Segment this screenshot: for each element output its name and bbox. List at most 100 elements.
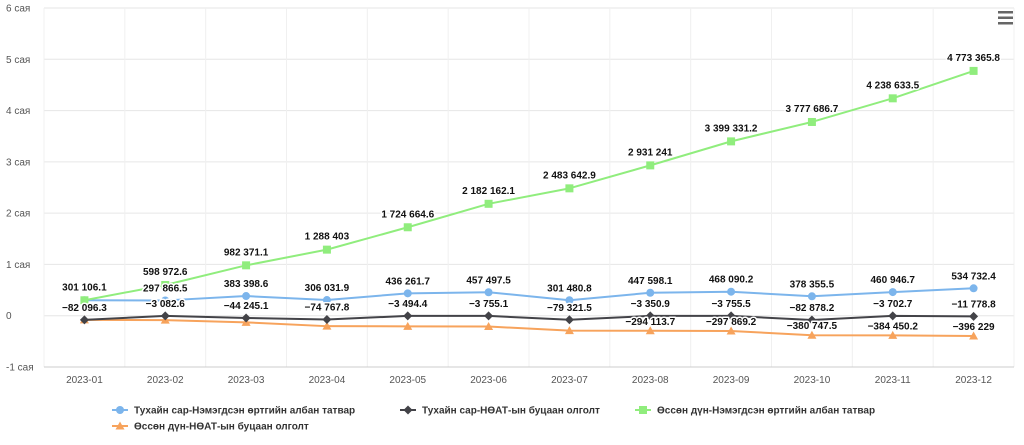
data-label: 297 866.5 — [143, 283, 188, 294]
x-tick-label: 2023-12 — [955, 375, 992, 386]
x-tick-label: 2023-10 — [794, 375, 831, 386]
data-point — [322, 296, 331, 305]
data-point — [726, 326, 736, 335]
data-point — [403, 311, 413, 321]
data-label: 383 398.6 — [224, 279, 269, 290]
data-point — [646, 288, 655, 297]
data-label: 436 261.7 — [386, 276, 431, 287]
data-point — [484, 199, 493, 208]
data-point — [403, 289, 412, 298]
x-tick-label: 2023-07 — [551, 375, 588, 386]
data-point — [969, 66, 978, 75]
legend-label: Тухайн сар-Нэмэгдсэн өртгийн албан татва… — [134, 405, 355, 417]
x-axis: 2023-01 2023-02 2023-03 2023-04 2023-05 2023-… — [44, 366, 1014, 386]
data-label: −3 082.6 — [146, 299, 186, 310]
data-label: 598 972.6 — [143, 267, 188, 278]
data-point — [888, 330, 898, 339]
data-label: −74 767.8 — [305, 303, 350, 314]
data-point — [726, 311, 736, 321]
data-label: 301 480.8 — [547, 283, 592, 294]
y-axis: -1 сая 0 1 сая 2 сая 3 сая 4 сая 5 сая 6 сая — [6, 4, 34, 374]
data-point — [403, 223, 412, 232]
data-label: 982 371.1 — [224, 247, 269, 258]
data-label: 4 773 365.8 — [947, 53, 1000, 64]
data-point — [565, 296, 574, 305]
data-point — [80, 296, 89, 305]
data-label: −3 494.4 — [388, 299, 428, 310]
data-point — [888, 311, 898, 321]
x-tick-label: 2023-03 — [228, 375, 265, 386]
data-point — [645, 326, 655, 335]
grid-lines — [43, 7, 1015, 368]
data-point — [242, 292, 251, 301]
data-label: 306 031.9 — [305, 283, 350, 294]
data-label: −44 245.1 — [224, 301, 269, 312]
data-label: −3 755.1 — [469, 299, 509, 310]
legend-label: Өссөн дүн-Нэмэгдсэн өртгийн албан татвар — [657, 405, 875, 417]
legend-item[interactable]: Өссөн дүн-Нэмэгдсэн өртгийн албан татвар — [635, 405, 875, 417]
data-point — [322, 321, 332, 330]
data-point — [484, 288, 493, 297]
data-point — [646, 161, 655, 170]
legend-marker — [403, 405, 413, 415]
data-label: −297 869.2 — [706, 317, 757, 328]
data-point — [484, 322, 494, 331]
series-line — [84, 314, 974, 321]
data-label: 378 355.5 — [790, 279, 835, 290]
data-label: 3 777 686.7 — [786, 104, 839, 115]
data-label: −3 702.7 — [873, 299, 913, 310]
data-point — [807, 315, 817, 325]
data-point — [242, 261, 251, 270]
x-tick-label: 2023-06 — [470, 375, 507, 386]
x-tick-label: 2023-09 — [713, 375, 750, 386]
legend-item[interactable]: Тухайн сар-Нэмэгдсэн өртгийн албан татва… — [112, 405, 355, 417]
data-point — [888, 288, 897, 297]
x-tick-label: 2023-11 — [875, 375, 911, 386]
data-point — [969, 331, 979, 340]
data-label: 2 182 162.1 — [462, 186, 515, 197]
data-point — [807, 292, 816, 301]
data-point — [969, 311, 979, 321]
data-point — [565, 184, 574, 193]
data-label: 460 946.7 — [871, 275, 916, 286]
data-point — [241, 313, 251, 323]
data-point — [161, 296, 170, 305]
series-lines — [79, 66, 979, 340]
data-label: 1 724 664.6 — [381, 209, 434, 220]
data-point — [807, 117, 816, 126]
data-point — [322, 245, 331, 254]
x-tick-label: 2023-02 — [147, 375, 184, 386]
y-tick-label: 3 сая — [6, 157, 30, 168]
data-label: −82 878.2 — [790, 303, 835, 314]
data-label: 447 598.1 — [628, 276, 673, 287]
data-point — [645, 311, 655, 321]
data-label: 301 106.1 — [62, 283, 107, 294]
data-label: 1 288 403 — [305, 232, 350, 243]
data-point — [807, 330, 817, 339]
legend-item[interactable]: Тухайн сар-НӨАТ-ын буцаан олголт — [400, 405, 600, 417]
data-point — [727, 137, 736, 146]
legend-item[interactable]: Өссөн дүн-НӨАТ-ын буцаан олголт — [112, 421, 309, 433]
data-point — [888, 94, 897, 103]
data-label: 534 732.4 — [951, 271, 996, 282]
data-label: 2 931 241 — [628, 147, 673, 158]
x-tick-label: 2023-05 — [389, 375, 426, 386]
data-point — [403, 321, 413, 330]
data-label: 457 497.5 — [466, 275, 511, 286]
data-label: 301 106.1 — [62, 282, 107, 293]
legend-marker — [115, 421, 125, 430]
legend-label: Өссөн дүн-НӨАТ-ын буцаан олголт — [134, 421, 309, 433]
series-line — [84, 69, 974, 302]
data-label: −11 778.8 — [951, 299, 996, 310]
data-point — [160, 311, 170, 321]
data-label: −380 747.5 — [787, 321, 838, 332]
data-point — [484, 311, 494, 321]
legend: Тухайн сар-Нэмэгдсэн өртгийн албан татва… — [112, 405, 875, 433]
data-label: 468 090.2 — [709, 275, 754, 286]
data-point — [564, 315, 574, 325]
data-label: −396 229 — [953, 322, 995, 333]
y-tick-label: 0 — [6, 311, 12, 322]
hamburger-menu-icon[interactable] — [996, 8, 1018, 28]
